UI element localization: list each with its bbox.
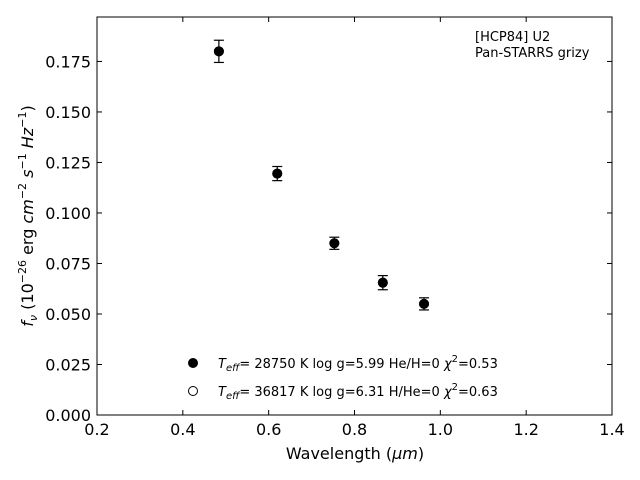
- data-point-filled: [377, 277, 388, 288]
- data-point-filled: [213, 46, 224, 57]
- legend-label-2: Teff= 36817 K log g=6.31 H/He=0 χ2=0.63: [218, 382, 498, 402]
- y-tick-label: 0.175: [45, 52, 91, 71]
- x-tick-label: 0.2: [84, 420, 109, 439]
- y-tick-label: 0.075: [45, 254, 91, 273]
- y-axis-title: fν (10−26 erg cm−2 s−1 Hz−1): [16, 105, 40, 326]
- marks-layer: [213, 39, 430, 311]
- annotation-survey-name: Pan-STARRS grizy: [475, 46, 590, 61]
- x-tick-label: 0.6: [256, 420, 281, 439]
- svg-text:fν (10−26 erg cm−2 s−1 Hz−1): fν (10−26 erg cm−2 s−1 Hz−1): [16, 105, 40, 326]
- x-tick-label: 0.8: [342, 420, 367, 439]
- legend-label-1: Teff= 28750 K log g=5.99 He/H=0 χ2=0.53: [218, 354, 498, 374]
- legend-marker-open: [188, 386, 198, 396]
- y-tick-label: 0.000: [45, 406, 91, 425]
- x-tick-label: 1.0: [428, 420, 453, 439]
- data-point-filled: [329, 238, 340, 249]
- legend-marker-filled: [188, 358, 198, 368]
- ticks-layer: 0.2 0.4 0.6 0.8 1.0 1.2 1.4 0.000 0.025 0.050 0.07…: [45, 17, 625, 439]
- y-tick-label: 0.050: [45, 305, 91, 324]
- x-tick-label: 1.2: [513, 420, 538, 439]
- y-tick-label: 0.150: [45, 103, 91, 122]
- y-tick-label: 0.025: [45, 355, 91, 374]
- y-tick-label: 0.125: [45, 153, 91, 172]
- y-tick-label: 0.100: [45, 204, 91, 223]
- data-point-filled: [272, 168, 283, 179]
- plot-frame: [96, 16, 613, 416]
- data-point-filled: [419, 298, 430, 309]
- legend: Teff= 28750 K log g=5.99 He/H=0 χ2=0.53 …: [188, 354, 498, 402]
- annotation-object-name: [HCP84] U2: [475, 30, 550, 45]
- x-tick-label: 0.4: [170, 420, 195, 439]
- x-tick-label: 1.4: [599, 420, 624, 439]
- x-axis-title: Wavelength (μm): [286, 444, 424, 463]
